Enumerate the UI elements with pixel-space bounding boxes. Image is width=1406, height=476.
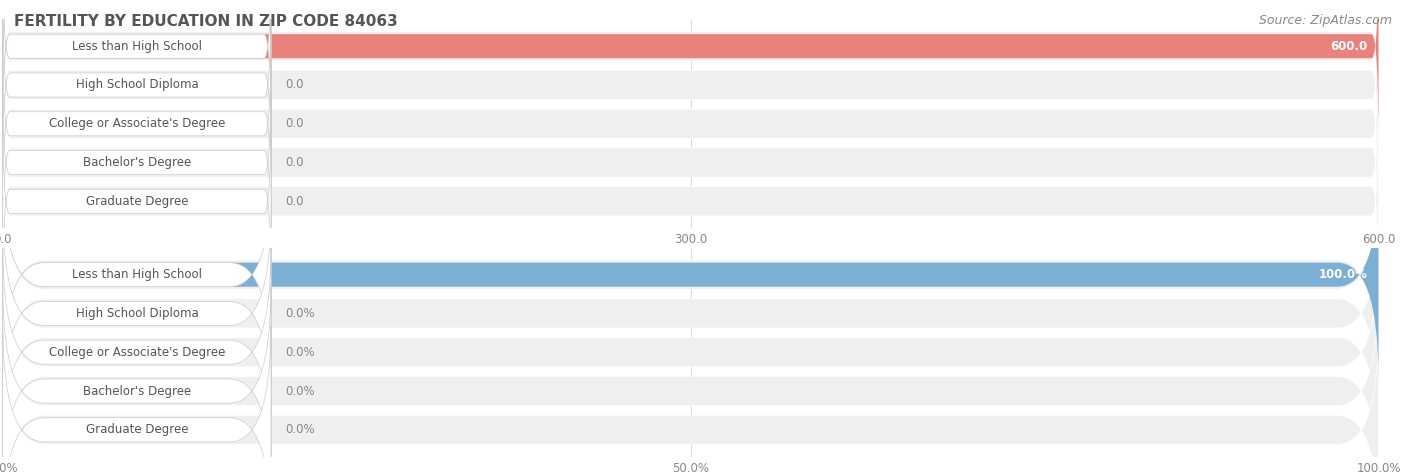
FancyBboxPatch shape <box>3 58 271 267</box>
FancyBboxPatch shape <box>3 0 1378 150</box>
FancyBboxPatch shape <box>3 287 271 476</box>
Text: 0.0%: 0.0% <box>285 307 315 320</box>
Text: 600.0: 600.0 <box>1330 40 1368 53</box>
FancyBboxPatch shape <box>3 22 1378 226</box>
Text: 0.0%: 0.0% <box>285 385 315 397</box>
FancyBboxPatch shape <box>3 170 271 379</box>
FancyBboxPatch shape <box>3 209 271 418</box>
Text: College or Associate's Degree: College or Associate's Degree <box>49 346 225 359</box>
Text: High School Diploma: High School Diploma <box>76 307 198 320</box>
Text: High School Diploma: High School Diploma <box>76 79 198 91</box>
Text: Bachelor's Degree: Bachelor's Degree <box>83 156 191 169</box>
Text: 0.0%: 0.0% <box>285 346 315 359</box>
FancyBboxPatch shape <box>3 20 271 228</box>
Text: Bachelor's Degree: Bachelor's Degree <box>83 385 191 397</box>
Text: Less than High School: Less than High School <box>72 268 202 281</box>
Text: 0.0: 0.0 <box>285 79 304 91</box>
Text: 0.0: 0.0 <box>285 195 304 208</box>
Text: FERTILITY BY EDUCATION IN ZIP CODE 84063: FERTILITY BY EDUCATION IN ZIP CODE 84063 <box>14 14 398 30</box>
Text: 0.0%: 0.0% <box>285 423 315 436</box>
Text: Graduate Degree: Graduate Degree <box>86 195 188 208</box>
FancyBboxPatch shape <box>3 250 1378 454</box>
Text: College or Associate's Degree: College or Associate's Degree <box>49 117 225 130</box>
FancyBboxPatch shape <box>3 212 1378 415</box>
Text: Source: ZipAtlas.com: Source: ZipAtlas.com <box>1258 14 1392 27</box>
FancyBboxPatch shape <box>3 328 1378 476</box>
FancyBboxPatch shape <box>3 0 1378 148</box>
Text: Graduate Degree: Graduate Degree <box>86 423 188 436</box>
Text: 0.0: 0.0 <box>285 117 304 130</box>
FancyBboxPatch shape <box>3 170 1378 379</box>
FancyBboxPatch shape <box>3 289 1378 476</box>
Text: 0.0: 0.0 <box>285 156 304 169</box>
FancyBboxPatch shape <box>3 0 271 150</box>
FancyBboxPatch shape <box>3 326 271 476</box>
FancyBboxPatch shape <box>3 0 1378 187</box>
FancyBboxPatch shape <box>3 173 1378 377</box>
FancyBboxPatch shape <box>3 248 271 456</box>
FancyBboxPatch shape <box>3 0 271 189</box>
Text: Less than High School: Less than High School <box>72 40 202 53</box>
Text: 100.0%: 100.0% <box>1319 268 1368 281</box>
FancyBboxPatch shape <box>3 99 1378 303</box>
FancyBboxPatch shape <box>3 61 1378 264</box>
FancyBboxPatch shape <box>3 97 271 306</box>
